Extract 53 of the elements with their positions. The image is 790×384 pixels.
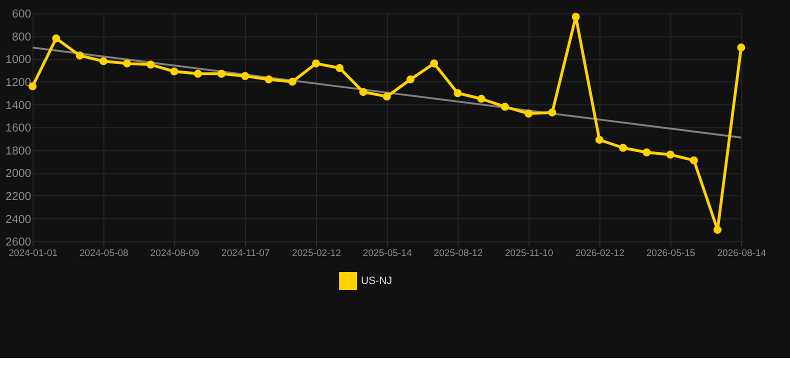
point (123, 59, 132, 68)
y-tick-label: 600 (12, 8, 32, 21)
x-tick-label: 2024-08-09 (150, 248, 200, 260)
point (477, 94, 486, 103)
x-tick-label: 2025-08-12 (434, 248, 483, 260)
point (170, 67, 178, 76)
point (99, 57, 108, 66)
x-tick-label: 2024-05-08 (79, 248, 128, 260)
point (241, 72, 250, 80)
y-tick-label: 2000 (6, 168, 32, 180)
point (76, 52, 84, 60)
point (382, 92, 391, 101)
point (288, 78, 296, 86)
point (737, 44, 746, 52)
y-tick-label: 1400 (6, 100, 32, 112)
point (666, 150, 674, 159)
point (619, 144, 628, 152)
y-tick-label: 1200 (6, 77, 32, 90)
point (218, 70, 226, 78)
point (548, 108, 556, 116)
point (52, 34, 60, 42)
point (359, 88, 368, 96)
point (406, 75, 414, 84)
x-tick-label: 2026-05-15 (646, 248, 696, 260)
x-tick-label: 2026-08-14 (717, 248, 767, 260)
y-tick-label: 1000 (6, 54, 32, 66)
point (312, 59, 320, 68)
y-tick-label: 2200 (6, 190, 32, 203)
point (430, 59, 438, 68)
point (714, 226, 722, 234)
point (500, 102, 509, 111)
point (595, 136, 604, 144)
y-tick-label: 2400 (6, 214, 32, 226)
x-tick-label: 2026-02-12 (575, 248, 624, 260)
y-tick-label: 800 (12, 31, 32, 44)
point (642, 148, 651, 156)
legend-label: US-NJ (361, 274, 392, 287)
point (524, 110, 533, 118)
x-tick-label: 2025-05-14 (362, 248, 412, 260)
y-tick-label: 2600 (6, 236, 32, 249)
x-tick-label: 2024-11-07 (222, 248, 270, 260)
point (690, 156, 698, 164)
y-tick-label: 1800 (6, 145, 32, 158)
x-tick-label: 2025-02-12 (292, 248, 341, 260)
point (572, 12, 580, 21)
point (454, 89, 462, 98)
x-tick-label: 2025-11-10 (504, 248, 554, 260)
x-tick-label: 2024-01-01 (8, 248, 58, 260)
y-tick-label: 1600 (6, 122, 32, 135)
point (336, 64, 344, 72)
point (264, 75, 273, 84)
point (146, 60, 155, 69)
point (194, 70, 202, 78)
